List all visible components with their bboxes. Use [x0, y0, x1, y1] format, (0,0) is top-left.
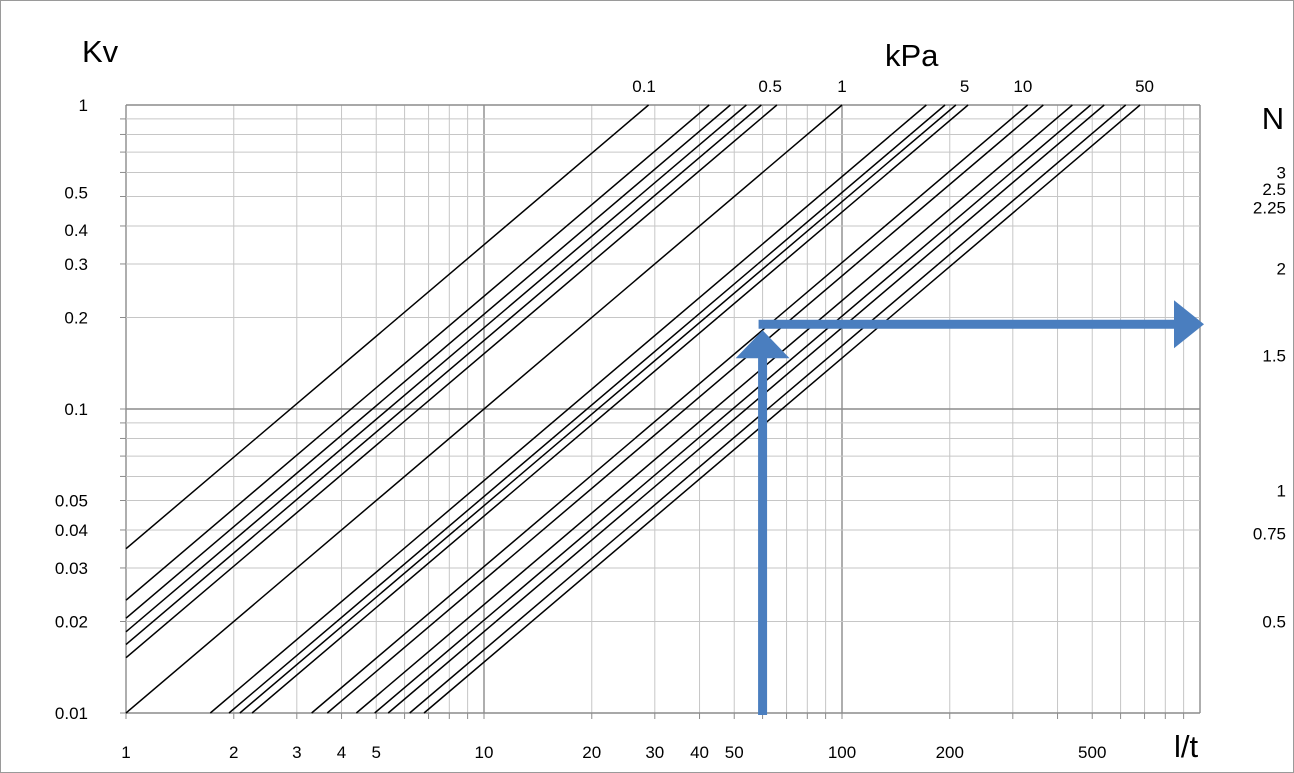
x-tick-label: 30: [645, 743, 664, 762]
n-tick-label: 2.5: [1262, 180, 1286, 199]
x-tick-label: 4: [337, 743, 346, 762]
series-line-18: [423, 104, 1141, 714]
y-tick-label: 0.01: [55, 704, 88, 723]
series-line-11: [251, 104, 969, 714]
y-tick-label: 0.1: [64, 400, 88, 419]
y-tick-label: 0.04: [55, 521, 88, 540]
tick-labels: 1 2 3 4 5 10 20 30 40 50 100 200 500 1 0.5 0.4 0.3 0.2 0.1…: [55, 77, 1286, 762]
series-line-2: [125, 104, 710, 601]
x-tick-label: 500: [1078, 743, 1106, 762]
series-line-5: [125, 104, 762, 646]
kpa-tick-label: 0.1: [632, 77, 656, 96]
series-line-7: [125, 104, 843, 714]
x-tick-label: 10: [475, 743, 494, 762]
series-line-1: [125, 104, 650, 550]
right-axis-label: N: [1262, 101, 1284, 136]
kpa-tick-label: 50: [1135, 77, 1154, 96]
y-tick-label: 0.02: [55, 612, 88, 631]
arrow-up-head: [735, 330, 790, 359]
x-tick-label: 40: [690, 743, 709, 762]
series-line-17: [409, 104, 1127, 714]
kpa-tick-label: 5: [960, 77, 969, 96]
n-tick-label: 1.5: [1262, 346, 1286, 365]
y-tick-label: 0.4: [64, 221, 88, 240]
series-line-8: [209, 104, 927, 714]
y-tick-label: 0.05: [55, 492, 88, 511]
left-axis-label: Kv: [82, 34, 119, 69]
x-tick-label: 5: [371, 743, 380, 762]
series-line-13: [326, 104, 1044, 714]
n-tick-label: 0.75: [1253, 524, 1286, 543]
grid-lines: [120, 104, 1201, 719]
n-tick-label: 3: [1277, 163, 1286, 182]
axis-labels: Kv kPa l/t: [82, 34, 1199, 764]
series-line-14: [355, 104, 1073, 714]
n-tick-label: 0.5: [1262, 612, 1286, 631]
series-line-3: [125, 104, 731, 619]
series-lines: [125, 104, 1141, 714]
flow-arrow: [735, 300, 1204, 715]
series-line-10: [239, 104, 957, 714]
x-tick-label: 200: [936, 743, 964, 762]
n-tick-label: 1: [1277, 481, 1286, 500]
n-tick-label: 2: [1277, 259, 1286, 278]
arrow-right-head: [1174, 300, 1204, 349]
x-tick-label: 20: [582, 743, 601, 762]
top-axis-label: kPa: [885, 38, 939, 73]
series-line-6: [125, 104, 778, 659]
x-axis-label: l/t: [1174, 729, 1199, 764]
x-tick-label: 2: [229, 743, 238, 762]
series-line-4: [125, 104, 747, 633]
kpa-tick-label: 10: [1013, 77, 1032, 96]
x-tick-label: 50: [725, 743, 744, 762]
series-line-9: [228, 104, 946, 714]
series-line-12: [311, 104, 1029, 714]
x-tick-label: 100: [828, 743, 856, 762]
y-tick-label: 0.5: [64, 184, 88, 203]
x-tick-label: 1: [121, 743, 130, 762]
series-line-15: [374, 104, 1092, 714]
n-tick-label: 2.25: [1253, 199, 1286, 218]
y-tick-label: 1: [79, 96, 88, 115]
kpa-tick-label: 1: [837, 77, 846, 96]
y-tick-label: 0.03: [55, 559, 88, 578]
x-tick-label: 3: [292, 743, 301, 762]
kpa-tick-label: 0.5: [758, 77, 782, 96]
series-line-16: [387, 104, 1105, 714]
y-tick-label: 0.3: [64, 255, 88, 274]
y-tick-label: 0.2: [64, 308, 88, 327]
